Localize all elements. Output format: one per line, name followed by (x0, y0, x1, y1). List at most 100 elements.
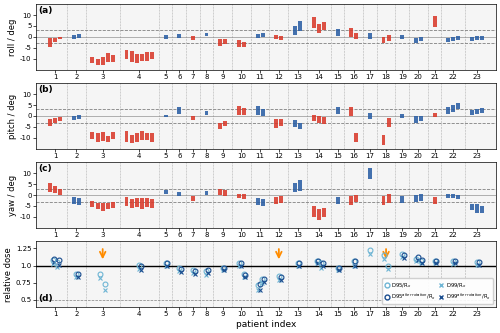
Bar (48, 38, 52, 47)
Bar (140, 198, 144, 209)
Bar (293, 26, 297, 35)
Y-axis label: pitch / deg: pitch / deg (8, 94, 18, 139)
Bar (204, 191, 208, 194)
Bar (130, 135, 134, 143)
Bar (386, 35, 390, 41)
Bar (312, 115, 316, 122)
Bar (111, 132, 115, 139)
Bar (145, 198, 149, 207)
Bar (400, 114, 404, 118)
Bar (456, 103, 460, 110)
Bar (293, 120, 297, 127)
Bar (336, 29, 340, 36)
Bar (191, 196, 195, 200)
Bar (242, 193, 246, 199)
Bar (456, 36, 460, 40)
Bar (223, 121, 227, 126)
Bar (124, 197, 128, 206)
Bar (446, 107, 450, 114)
Bar (446, 38, 450, 42)
Bar (260, 110, 264, 116)
Bar (298, 123, 302, 129)
Bar (140, 131, 144, 140)
Bar (124, 131, 128, 142)
Bar (298, 21, 302, 31)
Bar (419, 37, 423, 41)
Bar (336, 107, 340, 114)
Y-axis label: yaw / deg: yaw / deg (8, 174, 18, 216)
Bar (317, 209, 321, 220)
Bar (237, 40, 241, 47)
Bar (452, 194, 456, 198)
Bar (470, 37, 474, 41)
Bar (256, 34, 260, 38)
Bar (53, 186, 57, 193)
Bar (400, 196, 404, 203)
Bar (100, 57, 104, 65)
Bar (480, 36, 484, 40)
Bar (58, 117, 62, 122)
Bar (382, 37, 386, 43)
Bar (58, 37, 62, 39)
Bar (106, 136, 110, 142)
Bar (452, 37, 456, 41)
Bar (77, 115, 81, 119)
Bar (90, 132, 94, 139)
Y-axis label: relative dose: relative dose (4, 247, 13, 302)
Bar (414, 38, 418, 43)
Bar (218, 188, 222, 195)
Bar (191, 36, 195, 40)
Bar (100, 132, 104, 141)
Bar (432, 16, 436, 27)
Bar (414, 116, 418, 123)
Bar (419, 116, 423, 121)
Bar (111, 55, 115, 62)
Legend: D95/R$_x$, D95$^{after\ rotation}$/R$_x$, D99/R$_x$, D99$^{after\ rotation}$/R$_: D95/R$_x$, D95$^{after\ rotation}$/R$_x$… (382, 278, 493, 304)
Text: (d): (d) (38, 294, 52, 303)
Bar (48, 183, 52, 192)
Bar (164, 35, 168, 39)
Bar (53, 118, 57, 123)
Bar (100, 203, 104, 211)
Bar (124, 50, 128, 59)
Bar (72, 197, 76, 204)
Bar (223, 39, 227, 44)
Bar (164, 189, 168, 194)
Bar (237, 194, 241, 198)
Bar (470, 110, 474, 115)
Bar (432, 113, 436, 117)
Text: (a): (a) (38, 6, 52, 15)
Bar (382, 196, 386, 205)
Bar (77, 34, 81, 38)
Bar (106, 53, 110, 62)
Bar (349, 28, 353, 37)
Bar (90, 200, 94, 207)
Bar (223, 190, 227, 195)
Bar (260, 199, 264, 206)
Bar (446, 194, 450, 198)
Bar (72, 117, 76, 120)
Bar (274, 35, 278, 39)
Bar (72, 35, 76, 39)
Bar (452, 105, 456, 112)
Bar (90, 57, 94, 63)
Bar (164, 115, 168, 117)
Bar (349, 196, 353, 205)
Bar (368, 168, 372, 179)
Bar (480, 108, 484, 113)
Bar (280, 36, 283, 40)
Bar (256, 106, 260, 115)
Bar (317, 24, 321, 33)
Bar (298, 180, 302, 191)
Bar (312, 17, 316, 28)
Bar (96, 203, 100, 209)
Bar (456, 195, 460, 199)
Bar (274, 119, 278, 128)
Bar (317, 116, 321, 123)
Bar (242, 108, 246, 115)
Bar (96, 134, 100, 142)
Bar (242, 42, 246, 47)
Bar (134, 198, 138, 207)
Text: (b): (b) (38, 85, 52, 94)
Bar (432, 197, 436, 204)
